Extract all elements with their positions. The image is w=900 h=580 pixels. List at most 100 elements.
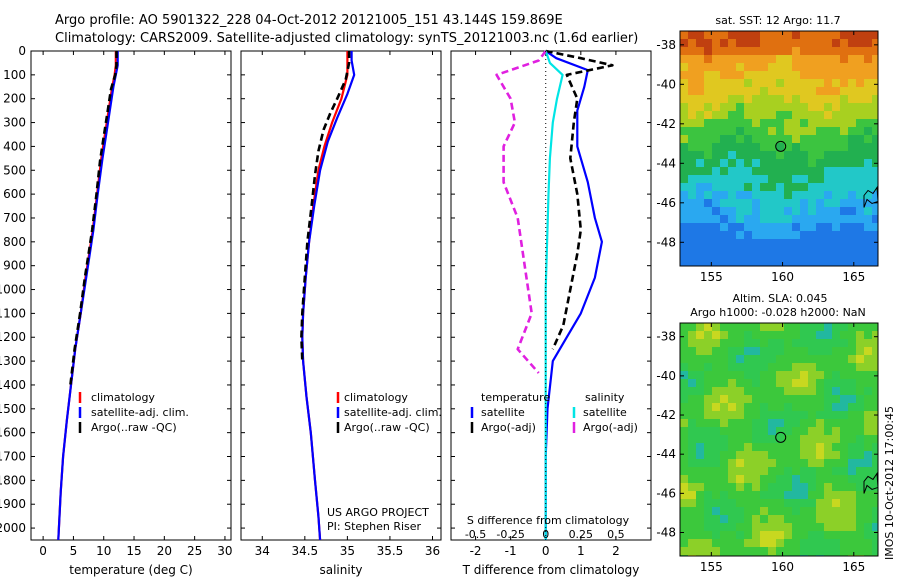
heatmap-cell — [824, 55, 833, 64]
heatmap-cell — [792, 55, 801, 64]
heatmap-cell — [680, 531, 689, 540]
heatmap-cell — [680, 411, 689, 420]
heatmap-cell — [808, 499, 817, 508]
heatmap-cell — [808, 111, 817, 120]
heatmap-cell — [808, 55, 817, 64]
heatmap-cell — [736, 323, 745, 332]
heatmap-cell — [688, 63, 697, 72]
heatmap-cell — [704, 363, 713, 372]
heatmap-cell — [720, 239, 729, 248]
heatmap-cell — [824, 491, 833, 500]
heatmap-cell — [816, 39, 825, 48]
heatmap-cell — [712, 79, 721, 88]
heatmap-cell — [760, 411, 769, 420]
heatmap-cell — [800, 515, 809, 524]
heatmap-cell — [832, 483, 841, 492]
heatmap-cell — [808, 151, 817, 160]
heatmap-cell — [872, 459, 878, 468]
heatmap-cell — [688, 79, 697, 88]
heatmap-cell — [776, 207, 785, 216]
heatmap-cell — [872, 55, 878, 64]
heatmap-cell — [688, 103, 697, 112]
heatmap-cell — [808, 175, 817, 184]
heatmap-cell — [872, 215, 878, 224]
heatmap-cell — [792, 263, 801, 266]
heatmap-cell — [760, 419, 769, 428]
heatmap-cell — [680, 491, 689, 500]
heatmap-cell — [728, 435, 737, 444]
heatmap-cell — [856, 79, 865, 88]
heatmap-cell — [752, 135, 761, 144]
heatmap-cell — [848, 175, 857, 184]
heatmap-cell — [744, 55, 753, 64]
heatmap-cell — [840, 523, 849, 532]
heatmap-cell — [760, 339, 769, 348]
heatmap-cell — [856, 31, 865, 40]
x-axis-label: salinity — [319, 563, 362, 577]
heatmap-cell — [776, 47, 785, 56]
heatmap-cell — [792, 111, 801, 120]
heatmap-cell — [720, 363, 729, 372]
heatmap-cell — [744, 215, 753, 224]
heatmap-cell — [704, 79, 713, 88]
heatmap-cell — [688, 403, 697, 412]
heatmap-cell — [720, 467, 729, 476]
heatmap-cell — [808, 103, 817, 112]
heatmap-cell — [768, 347, 777, 356]
heatmap-cell — [712, 483, 721, 492]
heatmap-cell — [808, 515, 817, 524]
heatmap-cell — [760, 87, 769, 96]
heatmap-cell — [704, 151, 713, 160]
heatmap-cell — [800, 231, 809, 240]
heatmap-cell — [776, 347, 785, 356]
heatmap-cell — [768, 491, 777, 500]
heatmap-cell — [728, 247, 737, 256]
heatmap-cell — [816, 215, 825, 224]
heatmap-cell — [832, 419, 841, 428]
heatmap-cell — [728, 111, 737, 120]
heatmap-cell — [848, 547, 857, 556]
heatmap-cell — [776, 167, 785, 176]
heatmap-cell — [712, 331, 721, 340]
heatmap-cell — [688, 395, 697, 404]
heatmap-cell — [808, 167, 817, 176]
heatmap-cell — [720, 159, 729, 168]
heatmap-cell — [680, 499, 689, 508]
heatmap-cell — [696, 31, 705, 40]
heatmap-cell — [776, 71, 785, 80]
heatmap-cell — [728, 395, 737, 404]
y-tick-label: 1600 — [0, 426, 26, 440]
heatmap-cell — [848, 347, 857, 356]
heatmap-cell — [856, 411, 865, 420]
heatmap-cell — [736, 191, 745, 200]
heatmap-cell — [760, 523, 769, 532]
heatmap-cell — [824, 531, 833, 540]
heatmap-cell — [784, 135, 793, 144]
heatmap-cell — [752, 47, 761, 56]
heatmap-cell — [712, 87, 721, 96]
heatmap-cell — [792, 239, 801, 248]
heatmap-cell — [800, 207, 809, 216]
heatmap-cell — [856, 223, 865, 232]
heatmap-cell — [688, 151, 697, 160]
heatmap-cell — [744, 191, 753, 200]
heatmap-cell — [784, 411, 793, 420]
heatmap-cell — [688, 255, 697, 264]
heatmap-cell — [800, 491, 809, 500]
heatmap-cell — [744, 95, 753, 104]
heatmap-cell — [720, 523, 729, 532]
heatmap-cell — [744, 63, 753, 72]
heatmap-cell — [680, 239, 689, 248]
heatmap-cell — [816, 175, 825, 184]
heatmap-cell — [752, 223, 761, 232]
heatmap-cell — [680, 135, 689, 144]
heatmap-cell — [840, 411, 849, 420]
heatmap-cell — [784, 371, 793, 380]
heatmap-cell — [712, 411, 721, 420]
heatmap-cell — [728, 135, 737, 144]
heatmap-cell — [808, 363, 817, 372]
heatmap-cell — [832, 467, 841, 476]
heatmap-cell — [832, 63, 841, 72]
heatmap-cell — [808, 263, 817, 266]
heatmap-cell — [744, 119, 753, 128]
